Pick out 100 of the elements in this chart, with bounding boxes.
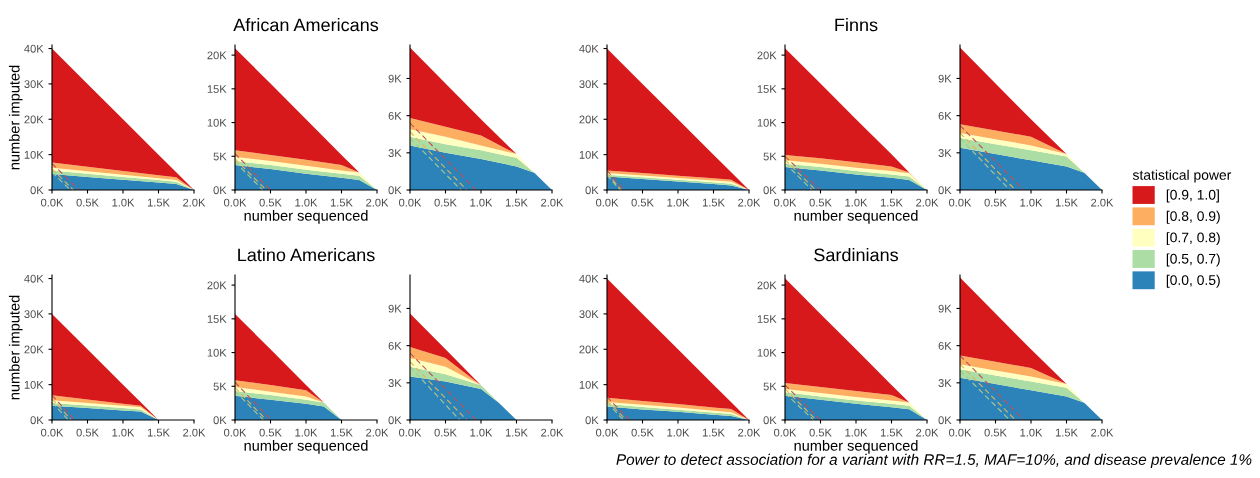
y-tick-label: 20K bbox=[24, 115, 44, 124]
x-tick-label: 0.5K bbox=[76, 428, 99, 437]
y-tick-label: 3K bbox=[388, 379, 402, 387]
y-tick-label: 0K bbox=[388, 186, 402, 195]
y-tick-label: 9K bbox=[938, 304, 952, 313]
y-tick-label: 10K bbox=[207, 118, 227, 127]
x-tick-label: 0.0K bbox=[399, 198, 422, 207]
y-tick-label: 15K bbox=[207, 315, 227, 323]
text: Power to detect association for a variant with RR=1.5, MAF=10%, and disease prevalence 1% bbox=[616, 453, 1252, 468]
y-tick-label: 15K bbox=[207, 85, 227, 93]
y-tick-label: 0K bbox=[763, 186, 777, 195]
y-tick-label: 0K bbox=[30, 186, 44, 195]
x-tick-label: 0.5K bbox=[434, 198, 457, 207]
y-tick-label: 3K bbox=[938, 379, 952, 387]
x-tick-label: 1.0K bbox=[1020, 198, 1043, 207]
y-tick-label: 10K bbox=[757, 348, 777, 357]
y-tick-label: 30K bbox=[24, 310, 44, 319]
x-tick-label: 2.0K bbox=[183, 428, 206, 437]
legend-label: [0.0, 0.5) bbox=[1166, 274, 1220, 288]
legend-label: [0.8, 0.9) bbox=[1166, 210, 1220, 224]
y-tick-label: 5K bbox=[763, 152, 777, 161]
y-tick-label: 40K bbox=[24, 44, 44, 53]
legend-label: [0.5, 0.7) bbox=[1166, 253, 1220, 267]
y-axis-title: number imputed bbox=[8, 65, 23, 170]
x-tick-label: 2.0K bbox=[1091, 428, 1114, 437]
chart-title: Sardinians bbox=[814, 248, 899, 262]
y-tick-label: 20K bbox=[207, 51, 227, 60]
y-tick-label: 15K bbox=[757, 85, 777, 93]
x-tick-label: 0.5K bbox=[259, 428, 282, 437]
x-tick-label: 2.0K bbox=[1091, 198, 1114, 207]
x-tick-label: 2.0K bbox=[541, 428, 564, 437]
x-tick-label: 0.0K bbox=[949, 428, 972, 437]
y-tick-label: 9K bbox=[388, 74, 402, 83]
x-tick-label: 2.0K bbox=[541, 198, 564, 207]
y-tick-label: 6K bbox=[388, 111, 402, 120]
x-tick-label: 1.5K bbox=[505, 198, 528, 207]
x-tick-label: 1.0K bbox=[667, 198, 690, 207]
legend-label: [0.7, 0.8) bbox=[1166, 232, 1220, 246]
y-tick-label: 0K bbox=[213, 416, 227, 425]
y-tick-label: 9K bbox=[938, 74, 952, 83]
x-tick-label: 0.5K bbox=[984, 198, 1007, 207]
chart-title: African Americans bbox=[233, 18, 379, 32]
x-tick-label: 0.5K bbox=[259, 198, 282, 207]
x-tick-label: 1.5K bbox=[1055, 428, 1078, 437]
x-tick-label: 0.0K bbox=[774, 198, 797, 207]
y-tick-label: 20K bbox=[579, 345, 599, 354]
x-tick-label: 1.0K bbox=[470, 198, 493, 207]
y-tick-label: 0K bbox=[938, 186, 952, 195]
x-tick-label: 1.5K bbox=[880, 198, 903, 207]
y-axis-title: number imputed bbox=[8, 295, 23, 400]
y-tick-label: 5K bbox=[763, 382, 777, 391]
y-tick-label: 0K bbox=[938, 416, 952, 425]
x-tick-label: 1.5K bbox=[1055, 198, 1078, 207]
y-tick-label: 0K bbox=[30, 416, 44, 425]
x-axis-title: number sequenced bbox=[244, 210, 368, 224]
x-tick-label: 0.0K bbox=[596, 428, 619, 437]
x-tick-label: 1.5K bbox=[702, 198, 725, 207]
y-tick-label: 5K bbox=[213, 152, 227, 161]
y-tick-label: 20K bbox=[207, 281, 227, 290]
x-tick-label: 1.5K bbox=[147, 428, 170, 437]
y-tick-label: 0K bbox=[213, 186, 227, 195]
y-tick-label: 20K bbox=[757, 281, 777, 290]
y-tick-label: 30K bbox=[579, 80, 599, 89]
x-axis-title: number sequenced bbox=[794, 440, 918, 454]
x-tick-label: 1.0K bbox=[112, 198, 135, 207]
y-tick-label: 5K bbox=[213, 382, 227, 391]
y-tick-label: 40K bbox=[24, 274, 44, 283]
x-tick-label: 0.5K bbox=[809, 198, 832, 207]
y-tick-label: 6K bbox=[938, 341, 952, 350]
x-tick-label: 0.0K bbox=[41, 428, 64, 437]
y-tick-label: 10K bbox=[757, 118, 777, 127]
y-tick-label: 10K bbox=[579, 150, 599, 159]
chart-title: Finns bbox=[835, 18, 878, 32]
y-tick-label: 9K bbox=[388, 304, 402, 313]
x-tick-label: 0.0K bbox=[774, 428, 797, 437]
y-tick-label: 30K bbox=[579, 310, 599, 319]
x-tick-label: 1.0K bbox=[295, 428, 318, 437]
x-tick-label: 1.5K bbox=[330, 428, 353, 437]
x-tick-label: 1.0K bbox=[845, 198, 868, 207]
y-tick-label: 0K bbox=[585, 186, 599, 195]
x-tick-label: 0.5K bbox=[984, 428, 1007, 437]
y-tick-label: 0K bbox=[388, 416, 402, 425]
y-tick-label: 0K bbox=[585, 416, 599, 425]
x-tick-label: 1.5K bbox=[880, 428, 903, 437]
legend-title: statistical power bbox=[1132, 169, 1232, 183]
x-tick-label: 0.0K bbox=[224, 198, 247, 207]
y-tick-label: 3K bbox=[388, 149, 402, 157]
x-tick-label: 2.0K bbox=[738, 198, 761, 207]
legend-label: [0.9, 1.0] bbox=[1166, 189, 1219, 203]
x-tick-label: 0.0K bbox=[949, 198, 972, 207]
x-tick-label: 2.0K bbox=[916, 198, 939, 207]
x-tick-label: 0.0K bbox=[596, 198, 619, 207]
y-tick-label: 40K bbox=[579, 44, 599, 53]
x-tick-label: 0.0K bbox=[224, 428, 247, 437]
x-tick-label: 0.5K bbox=[809, 428, 832, 437]
x-tick-label: 2.0K bbox=[366, 198, 389, 207]
y-tick-label: 20K bbox=[757, 51, 777, 60]
x-tick-label: 1.0K bbox=[845, 428, 868, 437]
y-tick-label: 30K bbox=[24, 80, 44, 89]
x-tick-label: 1.5K bbox=[702, 428, 725, 437]
